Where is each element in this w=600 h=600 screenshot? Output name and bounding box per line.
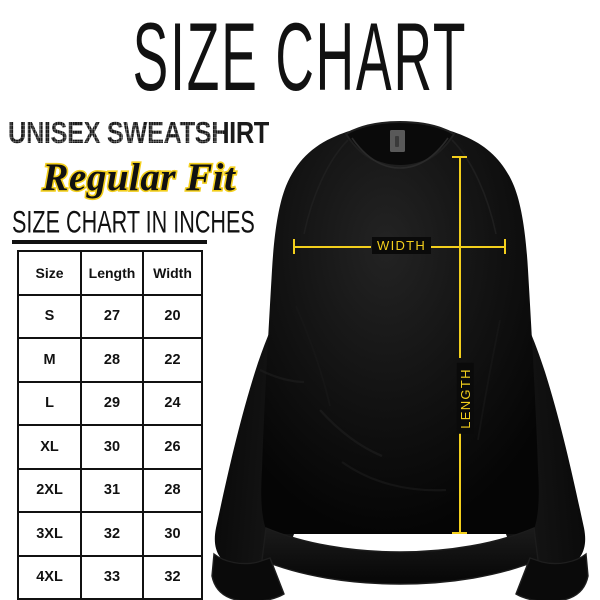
cell-length: 29 <box>80 380 144 426</box>
cell-width: 32 <box>142 554 203 600</box>
table-row: 2XL 31 28 <box>17 467 203 513</box>
column-header-width: Width <box>142 250 203 296</box>
cell-width: 30 <box>142 511 203 557</box>
cell-length: 32 <box>80 511 144 557</box>
size-table-container: Size Length Width S 27 20 M 28 22 L <box>17 250 203 600</box>
cell-width: 26 <box>142 424 203 470</box>
section-heading-underline <box>12 240 207 244</box>
cell-width: 20 <box>142 293 203 339</box>
garment-subtitle: UNISEX SWEATSHIRT <box>8 115 269 150</box>
cell-size: S <box>17 293 82 339</box>
cell-length: 33 <box>80 554 144 600</box>
table-row: L 29 24 <box>17 380 203 426</box>
body-shape <box>261 124 539 534</box>
fabric-fold <box>295 305 331 407</box>
shoulder-seam-left <box>303 139 349 235</box>
cell-length: 30 <box>80 424 144 470</box>
table-row: 4XL 33 32 <box>17 554 203 600</box>
cell-size: L <box>17 380 82 426</box>
table-row: XL 30 26 <box>17 424 203 470</box>
shoulder-seam-right <box>451 139 497 235</box>
table-row: S 27 20 <box>17 293 203 339</box>
fabric-fold <box>477 319 501 441</box>
table-row: M 28 22 <box>17 337 203 383</box>
fabric-fold <box>259 369 305 384</box>
collar-inner-edge <box>351 137 449 169</box>
fabric-fold <box>319 409 383 458</box>
table-row: 3XL 32 30 <box>17 511 203 557</box>
cell-width: 22 <box>142 337 203 383</box>
cell-size: 2XL <box>17 467 82 513</box>
cell-length: 28 <box>80 337 144 383</box>
cell-size: XL <box>17 424 82 470</box>
hem-ribbing <box>261 526 539 585</box>
column-header-length: Length <box>80 250 144 296</box>
fabric-fold <box>341 461 447 492</box>
section-heading: SIZE CHART IN INCHES <box>12 204 255 240</box>
cell-width: 28 <box>142 467 203 513</box>
cell-length: 31 <box>80 467 144 513</box>
cuff-left <box>211 552 285 600</box>
cell-size: M <box>17 337 82 383</box>
cell-length: 27 <box>80 293 144 339</box>
size-table: Size Length Width S 27 20 M 28 22 L <box>17 250 203 600</box>
table-header-row: Size Length Width <box>17 250 203 296</box>
fit-subtitle: Regular Fit <box>41 154 237 200</box>
column-header-size: Size <box>17 250 82 296</box>
cell-width: 24 <box>142 380 203 426</box>
page-title: SIZE CHART <box>132 4 468 112</box>
cell-size: 3XL <box>17 511 82 557</box>
neck-tag-print <box>395 136 399 147</box>
sweatshirt-image <box>200 110 600 600</box>
cuff-right <box>515 552 589 600</box>
cell-size: 4XL <box>17 554 82 600</box>
